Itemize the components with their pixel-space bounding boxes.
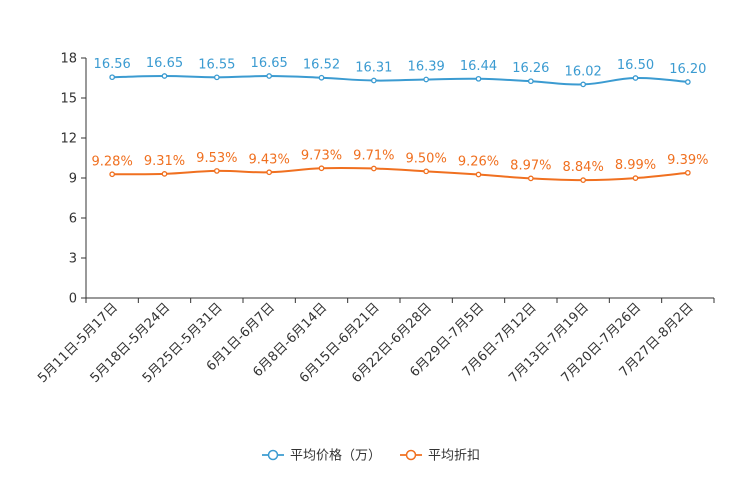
data-point[interactable]	[213, 74, 220, 81]
data-label: 16.56	[94, 57, 131, 72]
data-label: 9.71%	[353, 149, 394, 164]
data-point[interactable]	[632, 75, 639, 81]
data-label: 8.84%	[563, 160, 604, 175]
y-tick-label: 3	[69, 252, 77, 267]
data-point[interactable]	[423, 168, 430, 175]
data-label: 16.20	[669, 62, 706, 77]
series-line	[112, 166, 688, 182]
x-axis: 5月11日-5月17日5月18日-5月24日5月25日-5月31日6月1日-6月…	[35, 297, 715, 386]
data-point[interactable]	[266, 169, 273, 176]
data-label: 16.31	[355, 61, 392, 76]
y-tick-label: 15	[60, 92, 77, 107]
legend-item-1[interactable]: 平均价格（万）	[262, 448, 381, 464]
legend-label: 平均价格（万）	[290, 448, 381, 464]
data-point[interactable]	[423, 76, 430, 83]
series-1: 16.56 16.65 16.55 16.65 16.52 16.31 16.39 16.44…	[94, 56, 706, 88]
y-tick-label: 12	[60, 132, 77, 147]
legend-marker-icon	[405, 449, 417, 461]
data-label: 16.52	[303, 58, 340, 73]
y-tick-label: 6	[69, 212, 77, 227]
legend[interactable]: 平均价格（万） 平均折扣	[262, 448, 480, 464]
data-point[interactable]	[580, 177, 587, 183]
series-2: 9.28% 9.31% 9.53% 9.43% 9.73% 9.71% 9.50% 9.26%…	[92, 148, 708, 183]
data-label: 9.28%	[92, 154, 133, 169]
data-label: 9.31%	[144, 154, 185, 169]
data-label: 9.50%	[406, 151, 447, 166]
data-point[interactable]	[632, 175, 639, 181]
series-layer: 16.56 16.65 16.55 16.65 16.52 16.31 16.39 16.44…	[92, 56, 708, 183]
data-point[interactable]	[684, 169, 691, 176]
data-point[interactable]	[370, 165, 377, 172]
legend-label: 平均折扣	[428, 449, 480, 464]
data-point[interactable]	[109, 171, 116, 178]
data-label: 8.97%	[510, 158, 551, 173]
data-point[interactable]	[109, 74, 116, 81]
data-point[interactable]	[161, 171, 168, 177]
legend-marker-icon	[267, 449, 279, 461]
data-point[interactable]	[580, 81, 587, 88]
data-label: 9.43%	[249, 152, 290, 167]
data-label: 16.55	[198, 57, 235, 72]
data-point[interactable]	[527, 78, 534, 85]
data-label: 9.53%	[196, 151, 237, 166]
data-label: 16.44	[460, 59, 497, 74]
legend-item-2[interactable]: 平均折扣	[400, 449, 480, 464]
y-tick-label: 18	[60, 52, 77, 67]
y-tick-label: 0	[69, 292, 77, 307]
data-point[interactable]	[370, 77, 377, 84]
series-line	[112, 74, 688, 86]
data-point[interactable]	[527, 175, 534, 182]
data-label: 9.39%	[667, 153, 708, 168]
data-label: 8.99%	[615, 158, 656, 173]
data-point[interactable]	[266, 73, 273, 79]
data-label: 16.02	[565, 64, 602, 79]
data-label: 16.65	[251, 56, 288, 71]
data-label: 16.65	[146, 56, 183, 71]
data-point[interactable]	[213, 168, 220, 174]
data-point[interactable]	[475, 171, 482, 178]
data-point[interactable]	[475, 75, 482, 82]
y-tick-label: 9	[69, 172, 77, 187]
data-point[interactable]	[318, 74, 325, 81]
data-point[interactable]	[318, 165, 325, 172]
data-label: 16.26	[512, 61, 549, 76]
y-axis: 0 3 6 9 12 15 18	[60, 52, 87, 307]
data-label: 16.50	[617, 58, 654, 73]
data-point[interactable]	[161, 73, 168, 79]
data-label: 9.73%	[301, 148, 342, 163]
data-label: 16.39	[408, 59, 445, 74]
data-point[interactable]	[684, 79, 691, 85]
data-label: 9.26%	[458, 155, 499, 170]
